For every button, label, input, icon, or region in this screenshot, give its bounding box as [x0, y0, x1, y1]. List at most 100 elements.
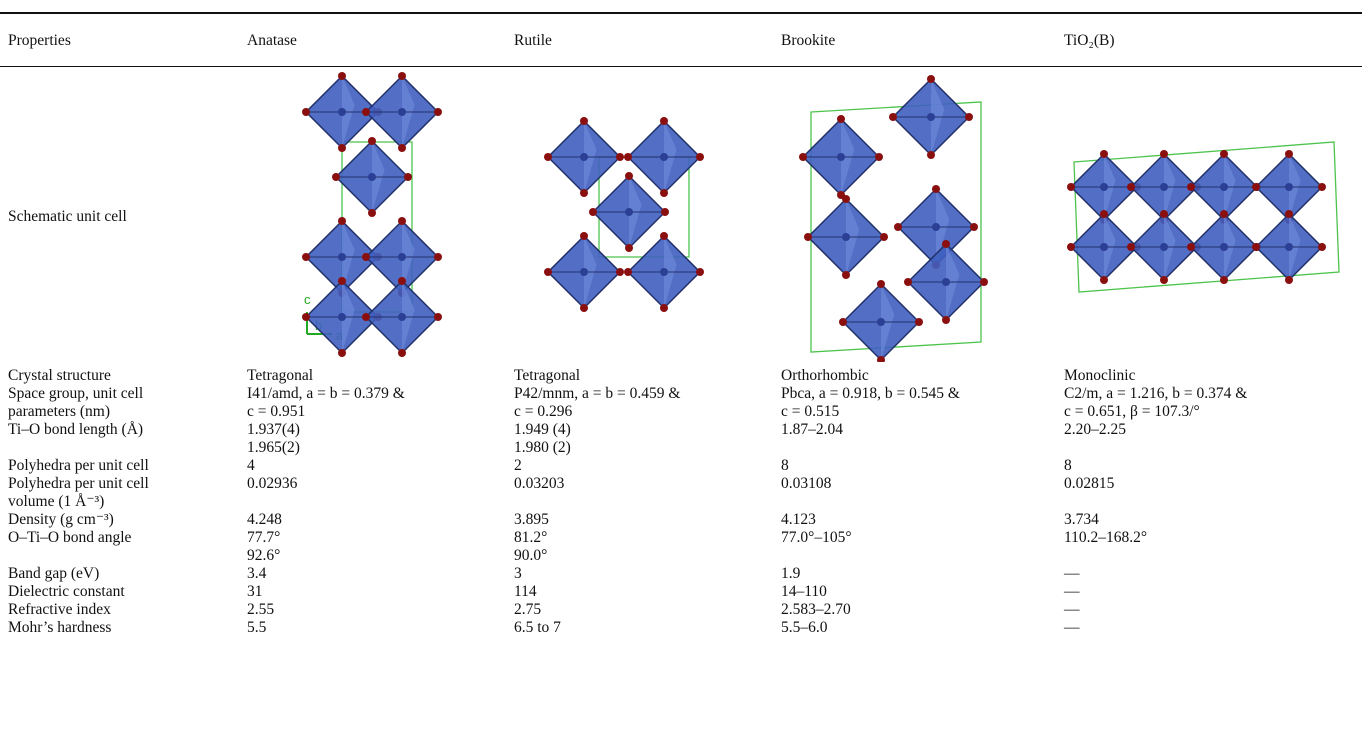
image-cell [1064, 67, 1362, 368]
rutile-structure [544, 117, 704, 312]
header-cell: Rutile [514, 32, 552, 49]
cell-line: 0.02815 [1064, 475, 1115, 492]
ti-atom [580, 153, 588, 161]
cell-line: 8 [1064, 457, 1072, 474]
o-atom [1067, 243, 1075, 251]
value-cell: 4 [247, 457, 514, 475]
row-label: Schematic unit cell [8, 208, 127, 225]
ti-atom [1220, 183, 1228, 191]
o-atom [970, 223, 978, 231]
axis-label: c [304, 292, 311, 307]
ti-atom [338, 253, 346, 261]
o-atom [889, 113, 897, 121]
cell-line: 90.0° [514, 547, 548, 564]
o-atom [1318, 183, 1326, 191]
row-label: Band gap (eV) [0, 565, 247, 583]
ti-atom [1285, 243, 1293, 251]
cell-line: Band gap (eV) [8, 565, 100, 582]
cell-line: — [1064, 565, 1080, 582]
value-cell: C2/m, a = 1.216, b = 0.374 & c = 0.651, β… [1064, 385, 1362, 421]
cell-line: 114 [514, 583, 537, 600]
cell-line: 77.0°–105° [781, 529, 852, 546]
o-atom [894, 223, 902, 231]
o-atom [1160, 210, 1168, 218]
cell-line: 31 [247, 583, 263, 600]
cell-line: c = 0.296 [514, 403, 573, 420]
o-atom [1220, 150, 1228, 158]
o-atom [434, 313, 442, 321]
o-atom [660, 232, 668, 240]
row-label: Refractive index [0, 601, 247, 619]
row-label: Dielectric constant [0, 583, 247, 601]
o-atom [580, 304, 588, 312]
cell-line: 2 [514, 457, 522, 474]
image-row: Schematic unit cell c b a [0, 67, 1362, 368]
table-row: Dielectric constant 31 114 14–110 — [0, 583, 1362, 601]
ti-atom [842, 233, 850, 241]
cell-line: volume (1 Å⁻³) [8, 493, 105, 510]
o-atom [660, 304, 668, 312]
o-atom [580, 189, 588, 197]
o-atom [904, 278, 912, 286]
cell-line: Dielectric constant [8, 583, 125, 600]
o-atom [338, 144, 346, 152]
o-atom [1187, 183, 1195, 191]
brookite-structure [799, 75, 988, 362]
o-atom [544, 153, 552, 161]
image-cell: c b a [247, 67, 514, 368]
ti-atom [1285, 183, 1293, 191]
octahedron [1252, 210, 1326, 284]
o-atom [338, 72, 346, 80]
cell-line: Tetragonal [247, 367, 314, 384]
value-cell: 5.5 [247, 619, 514, 637]
table-body: Schematic unit cell c b a Crystal struct… [0, 67, 1362, 638]
table-head: Properties Anatase Rutile Brookite TiO₂(… [0, 13, 1362, 67]
table-row: Refractive index 2.55 2.75 2.583–2.70 — [0, 601, 1362, 619]
table-row: Mohr’s hardness 5.5 6.5 to 7 5.5–6.0 — [0, 619, 1362, 637]
ti-atom [1100, 183, 1108, 191]
octahedron [362, 277, 442, 357]
octahedron [544, 232, 624, 312]
value-cell: P42/mnm, a = b = 0.459 & c = 0.296 [514, 385, 781, 421]
cell-line: C2/m, a = 1.216, b = 0.374 & [1064, 385, 1248, 402]
ti-atom [625, 208, 633, 216]
o-atom [368, 137, 376, 145]
cell-line: 1.937(4) [247, 421, 300, 438]
o-atom [302, 253, 310, 261]
value-cell: 2.55 [247, 601, 514, 619]
ti-atom [1220, 243, 1228, 251]
o-atom [624, 153, 632, 161]
cell-line: Crystal structure [8, 367, 111, 384]
ti-atom [1160, 183, 1168, 191]
octahedron [804, 195, 888, 279]
value-cell: I41/amd, a = b = 0.379 & c = 0.951 [247, 385, 514, 421]
o-atom [398, 72, 406, 80]
value-cell: 114 [514, 583, 781, 601]
cell-line: — [1064, 601, 1080, 618]
octahedron [302, 277, 382, 357]
value-cell: 2.75 [514, 601, 781, 619]
o-atom [1160, 150, 1168, 158]
ti-atom [942, 278, 950, 286]
o-atom [837, 115, 845, 123]
header-row: Properties Anatase Rutile Brookite TiO₂(… [0, 13, 1362, 67]
anatase-structure: c b a [302, 72, 442, 357]
o-atom [915, 318, 923, 326]
o-atom [942, 316, 950, 324]
octahedron [362, 217, 442, 297]
cell-line: Density (g cm⁻³) [8, 511, 114, 528]
table-row: Polyhedra per unit cell volume (1 Å⁻³) 0.0… [0, 475, 1362, 511]
o-atom [660, 117, 668, 125]
cell-line: 3.734 [1064, 511, 1099, 528]
value-cell: 1.87–2.04 [781, 421, 1064, 457]
o-atom [1220, 276, 1228, 284]
o-atom [877, 356, 885, 362]
value-cell: — [1064, 619, 1362, 637]
row-label: Ti–O bond length (Å) [0, 421, 247, 457]
octahedron [839, 280, 923, 362]
row-label: O–Ti–O bond angle [0, 529, 247, 565]
octahedron [799, 115, 883, 199]
o-atom [839, 318, 847, 326]
value-cell: Pbca, a = 0.918, b = 0.545 & c = 0.515 [781, 385, 1064, 421]
o-atom [880, 233, 888, 241]
